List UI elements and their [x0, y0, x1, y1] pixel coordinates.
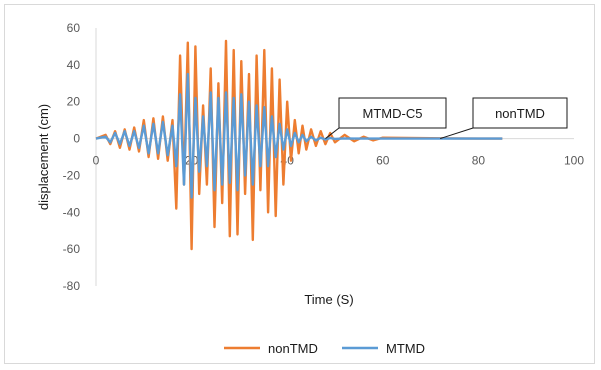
legend-label-MTMD: MTMD: [386, 341, 425, 356]
y-tick-label: 40: [67, 58, 81, 72]
series-line-nonTMD: [95, 39, 503, 251]
series-layer: [95, 39, 503, 251]
y-axis-title: displacement (cm): [36, 104, 51, 210]
annotation-layer: MTMD-C5 nonTMD: [325, 97, 568, 140]
callout-box: [338, 97, 447, 129]
x-tick-label: 100: [564, 154, 584, 168]
callout-box: [472, 97, 568, 129]
chart-frame: [4, 4, 595, 364]
y-tick-label: -60: [63, 242, 81, 256]
x-axis-title: Time (S): [304, 292, 353, 307]
series-line-MTMD: [95, 72, 503, 199]
y-tick-label: -80: [63, 279, 81, 293]
x-tick-label: 0: [93, 154, 100, 168]
y-tick-label: 20: [67, 95, 81, 109]
callout-leader-line: [440, 127, 474, 140]
y-tick-label: 60: [67, 21, 81, 35]
y-tick-label: -40: [63, 205, 81, 219]
x-tick-label: 20: [185, 154, 199, 168]
y-tick-label: 0: [73, 132, 80, 146]
callout-label: nonTMD: [495, 106, 545, 121]
x-tick-label: 60: [376, 154, 390, 168]
legend-label-nonTMD: nonTMD: [268, 341, 318, 356]
legend-layer: nonTMD MTMD: [224, 341, 425, 356]
callout-leader-line: [325, 127, 340, 139]
callout-label: MTMD-C5: [363, 106, 423, 121]
x-tick-label: 80: [472, 154, 486, 168]
y-tick-label: -20: [63, 168, 81, 182]
